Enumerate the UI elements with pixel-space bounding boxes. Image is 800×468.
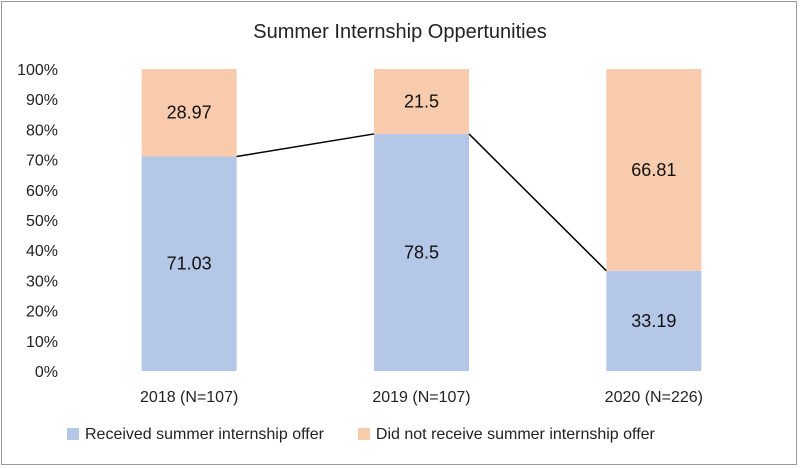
bar-segment-received (606, 270, 702, 371)
data-label: 71.03 (167, 254, 212, 274)
data-label: 33.19 (631, 311, 676, 331)
y-tick-label: 50% (26, 213, 58, 230)
chart-title: Summer Internship Oppertunities (253, 21, 546, 43)
bars (141, 69, 702, 371)
data-label: 66.81 (631, 160, 676, 180)
bar-segment-received (141, 156, 237, 371)
y-tick-label: 10% (26, 334, 58, 351)
x-axis: 2018 (N=107) 2019 (N=107) 2020 (N=226) (140, 389, 703, 406)
legend-swatch (357, 428, 370, 440)
legend-label: Received summer internship offer (85, 426, 325, 443)
y-tick-label: 20% (26, 304, 58, 321)
series-line (468, 133, 607, 272)
legend-swatch (67, 428, 79, 440)
y-tick-label: 100% (17, 62, 58, 79)
legend-label: Did not receive summer internship offer (376, 426, 656, 443)
x-tick-label: 2018 (N=107) (140, 389, 238, 406)
y-tick-label: 30% (26, 273, 58, 290)
data-label: 78.5 (404, 242, 439, 262)
series-line (236, 133, 375, 158)
y-tick-label: 70% (26, 153, 58, 170)
y-tick-label: 0% (35, 364, 58, 381)
data-labels: 71.03 28.97 78.5 21.5 33.19 66.81 (167, 91, 677, 330)
y-tick-label: 90% (26, 92, 58, 109)
legend: Received summer internship offer Did not … (67, 426, 656, 443)
bar-segment-not-received (374, 69, 469, 134)
data-label: 28.97 (167, 103, 212, 123)
y-tick-label: 40% (26, 243, 58, 260)
y-tick-label: 60% (26, 183, 58, 200)
x-tick-label: 2020 (N=226) (605, 389, 703, 406)
bar-segment-not-received (141, 69, 237, 157)
x-tick-label: 2019 (N=107) (372, 389, 470, 406)
y-tick-label: 80% (26, 122, 58, 139)
data-label: 21.5 (404, 91, 439, 111)
bar-segment-not-received (606, 69, 702, 271)
series-lines (236, 133, 607, 272)
bar-segment-received (374, 133, 469, 371)
y-axis: 0% 10% 20% 30% 40% 50% 60% 70% 80% 90% 100% (17, 62, 58, 381)
